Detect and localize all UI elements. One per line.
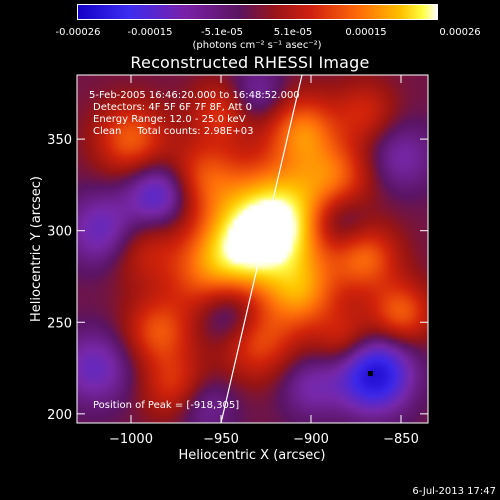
y-axis: 200 250 300 350 [47, 133, 428, 423]
annotation-clean: Clean Total counts: 2.98E+03 [93, 126, 253, 137]
colorbar-tick-label: -0.00015 [127, 27, 173, 38]
annotation-detectors: Detectors: 4F 5F 6F 7F 8F, Att 0 [93, 102, 252, 113]
plot-frame [76, 74, 429, 424]
colorbar-units: (photons cm⁻² s⁻¹ asec⁻²) [192, 40, 322, 51]
x-tick-label: −1000 [109, 432, 153, 447]
limb-line [220, 75, 303, 423]
colorbar-tick-label: -0.00026 [55, 27, 101, 38]
colorbar-tick-label: 0.00015 [345, 27, 387, 38]
peak-marker [367, 371, 373, 377]
x-axis: −1000 −950 −900 −850 [109, 75, 419, 447]
timestamp: 6-Jul-2013 17:47 [412, 486, 496, 497]
x-tick-label: −850 [383, 432, 419, 447]
y-tick-label: 350 [47, 133, 72, 148]
annotation-peak-position: Position of Peak = [-918,305] [93, 400, 239, 411]
y-tick-label: 300 [47, 225, 72, 240]
annotation-time-range: 5-Feb-2005 16:46:20.000 to 16:48:52.000 [89, 90, 300, 101]
heatmap-image [77, 75, 428, 423]
colorbar-tick-label: 5.1e-05 [273, 27, 313, 38]
x-axis-label: Heliocentric X (arcsec) [179, 448, 326, 463]
colorbar-tick-label: -5.1e-05 [201, 27, 243, 38]
x-tick-label: −900 [293, 432, 329, 447]
y-axis-label: Heliocentric Y (arcsec) [29, 176, 44, 322]
annotation-energy: Energy Range: 12.0 - 25.0 keV [93, 114, 246, 125]
colorbar [77, 4, 438, 20]
colorbar-tick-label: 0.00026 [439, 27, 481, 38]
y-tick-label: 200 [47, 408, 72, 423]
x-tick-label: −950 [203, 432, 239, 447]
y-tick-label: 250 [47, 316, 72, 331]
chart-title: Reconstructed RHESSI Image [130, 53, 370, 72]
